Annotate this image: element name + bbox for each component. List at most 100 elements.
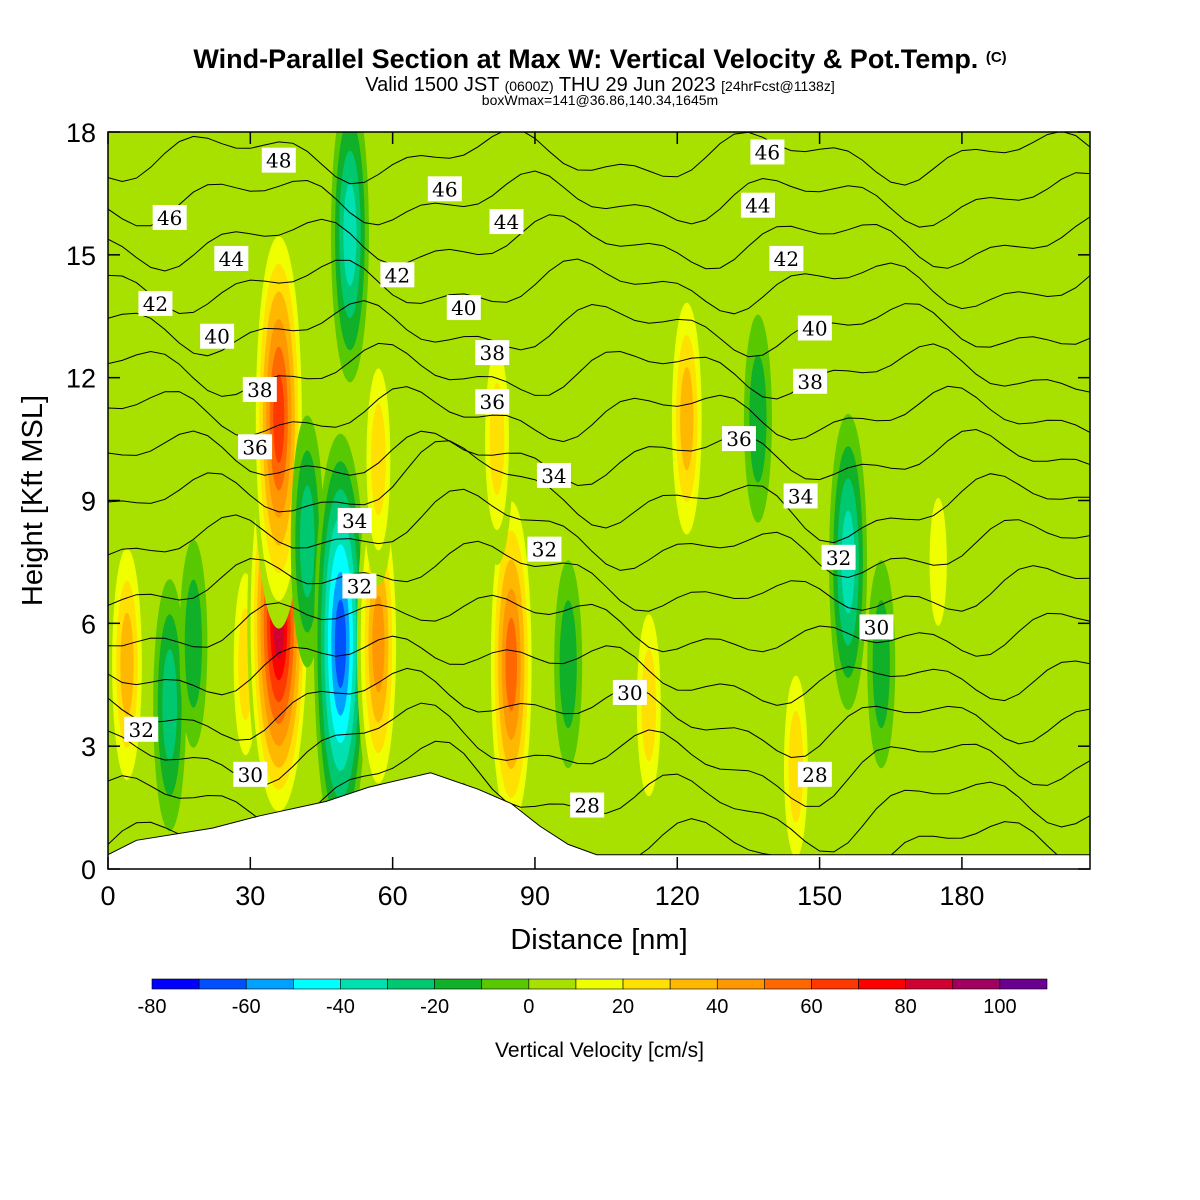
contour-label-text: 36: [242, 435, 267, 459]
colorbar-swatch: [999, 978, 1048, 990]
contour-label-text: 48: [266, 149, 291, 173]
theta-contour-line: [108, 594, 1090, 657]
contour-label-box: [821, 544, 856, 570]
contour-label-text: 32: [128, 718, 153, 742]
colorbar-swatch: [952, 978, 1001, 990]
y-tick-label: 0: [81, 855, 96, 885]
chart-subtitle: Valid 1500 JST (0600Z) THU 29 Jun 2023 […: [0, 74, 1200, 97]
w-feature-downdraft: [313, 433, 367, 854]
valid-date: THU 29 Jun 2023: [558, 74, 716, 96]
colorbar-tick-label: -40: [326, 996, 355, 1018]
w-contour-band: [343, 182, 357, 286]
forecast-info: [24hrFcst@1138z]: [721, 78, 835, 94]
colorbar-swatch: [387, 978, 435, 990]
contour-label-box: [446, 295, 481, 321]
theta-contour-label: 36: [475, 389, 510, 415]
colorbar-swatch: [811, 978, 859, 990]
contour-label-text: 46: [432, 177, 457, 201]
contour-label-text: 34: [541, 464, 566, 488]
contour-label-box: [769, 245, 804, 271]
colorbar-swatch: [151, 978, 200, 990]
contour-label-text: 38: [480, 341, 505, 365]
chart-info-line: boxWmax=141@36.86,140.34,1645m: [481, 92, 719, 108]
contour-label-box: [342, 573, 377, 599]
x-tick-label: 60: [378, 881, 408, 911]
theta-contour-line: [108, 385, 1090, 443]
valid-time-utc: (0600Z): [504, 78, 554, 94]
w-feature-updraft: [779, 640, 813, 869]
colorbar-swatch: [905, 978, 954, 990]
colorbar-tick-label: -80: [138, 996, 167, 1018]
contour-label-box: [475, 389, 510, 415]
w-contour-band: [372, 595, 385, 693]
theta-contour-label: 44: [740, 192, 775, 218]
contour-label-box: [152, 204, 187, 230]
contour-label-text: 40: [451, 296, 476, 320]
contour-label-text: 38: [797, 370, 822, 394]
contour-label-text: 44: [494, 210, 519, 234]
contour-label-text: 30: [617, 681, 642, 705]
theta-contour-label: 36: [721, 426, 756, 452]
theta-contour-label: 34: [536, 462, 571, 488]
theta-contour-label: 28: [570, 792, 605, 818]
contour-label-text: 30: [864, 615, 889, 639]
contour-label-box: [138, 290, 173, 316]
theta-contour-label: 42: [380, 262, 415, 288]
theta-contour-labels: 4846464644444442424240404038383836363634…: [124, 139, 894, 818]
colorbar-swatch: [245, 978, 294, 990]
theta-contour-line: [108, 702, 1090, 807]
contour-label-box: [570, 792, 605, 818]
colorbar-tick-label: -60: [232, 996, 261, 1018]
colorbar-swatch: [716, 978, 765, 990]
y-tick-label: 9: [81, 487, 96, 517]
theta-contour-line: [108, 428, 1090, 487]
contour-label-text: 32: [347, 574, 372, 598]
contour-label-text: 40: [204, 325, 229, 349]
theta-contour-label: 44: [489, 209, 524, 235]
copyright-mark: (C): [985, 49, 1007, 66]
theta-contour-label: 42: [138, 290, 173, 316]
w-contour-band: [120, 612, 134, 716]
theta-contour-label: 32: [527, 536, 562, 562]
w-contour-band: [162, 649, 178, 762]
contour-label-text: 32: [826, 546, 851, 570]
w-feature-updraft: [487, 472, 536, 857]
w-feature-downdraft: [743, 314, 772, 523]
x-tick-label: 0: [100, 881, 115, 911]
w-contour-band: [184, 579, 203, 708]
contour-label-text: 36: [726, 427, 751, 451]
theta-contour-line: [108, 488, 1090, 579]
x-tick-label: 90: [520, 881, 550, 911]
contour-label-box: [793, 368, 828, 394]
w-contour-band: [334, 599, 347, 689]
colorbar-tick-label: 0: [523, 996, 534, 1018]
theta-contour-label: 32: [342, 573, 377, 599]
theta-contour-line: [108, 170, 1090, 228]
contour-label-box: [783, 483, 818, 509]
w-contour-band: [641, 649, 657, 762]
colorbar-swatch: [293, 978, 341, 990]
theta-contour-line: [108, 667, 1090, 759]
colorbar-swatch: [198, 978, 247, 990]
contour-label-box: [536, 462, 571, 488]
theta-contour-line: [108, 300, 1090, 358]
theta-contour-label: 40: [200, 323, 235, 349]
theta-contour-label: 44: [214, 245, 249, 271]
w-contour-band: [680, 367, 694, 471]
colorbar-tick-label: 40: [706, 996, 728, 1018]
contour-label-text: 42: [143, 292, 168, 316]
contour-label-text: 44: [219, 247, 244, 271]
colorbar-label: Vertical Velocity [cm/s]: [495, 1039, 704, 1062]
theta-contour-line: [108, 132, 1090, 186]
contour-label-box: [859, 614, 894, 640]
theta-contour-label: 46: [750, 139, 785, 165]
colorbar-swatch: [764, 978, 812, 990]
w-feature-updraft: [924, 457, 953, 666]
w-contour-band: [559, 600, 577, 729]
w-feature-updraft: [667, 270, 706, 567]
w-feature-updraft: [632, 579, 666, 832]
x-tick-label: 30: [235, 881, 265, 911]
contour-label-text: 28: [802, 763, 827, 787]
colorbar-tick-label: 60: [800, 996, 822, 1018]
